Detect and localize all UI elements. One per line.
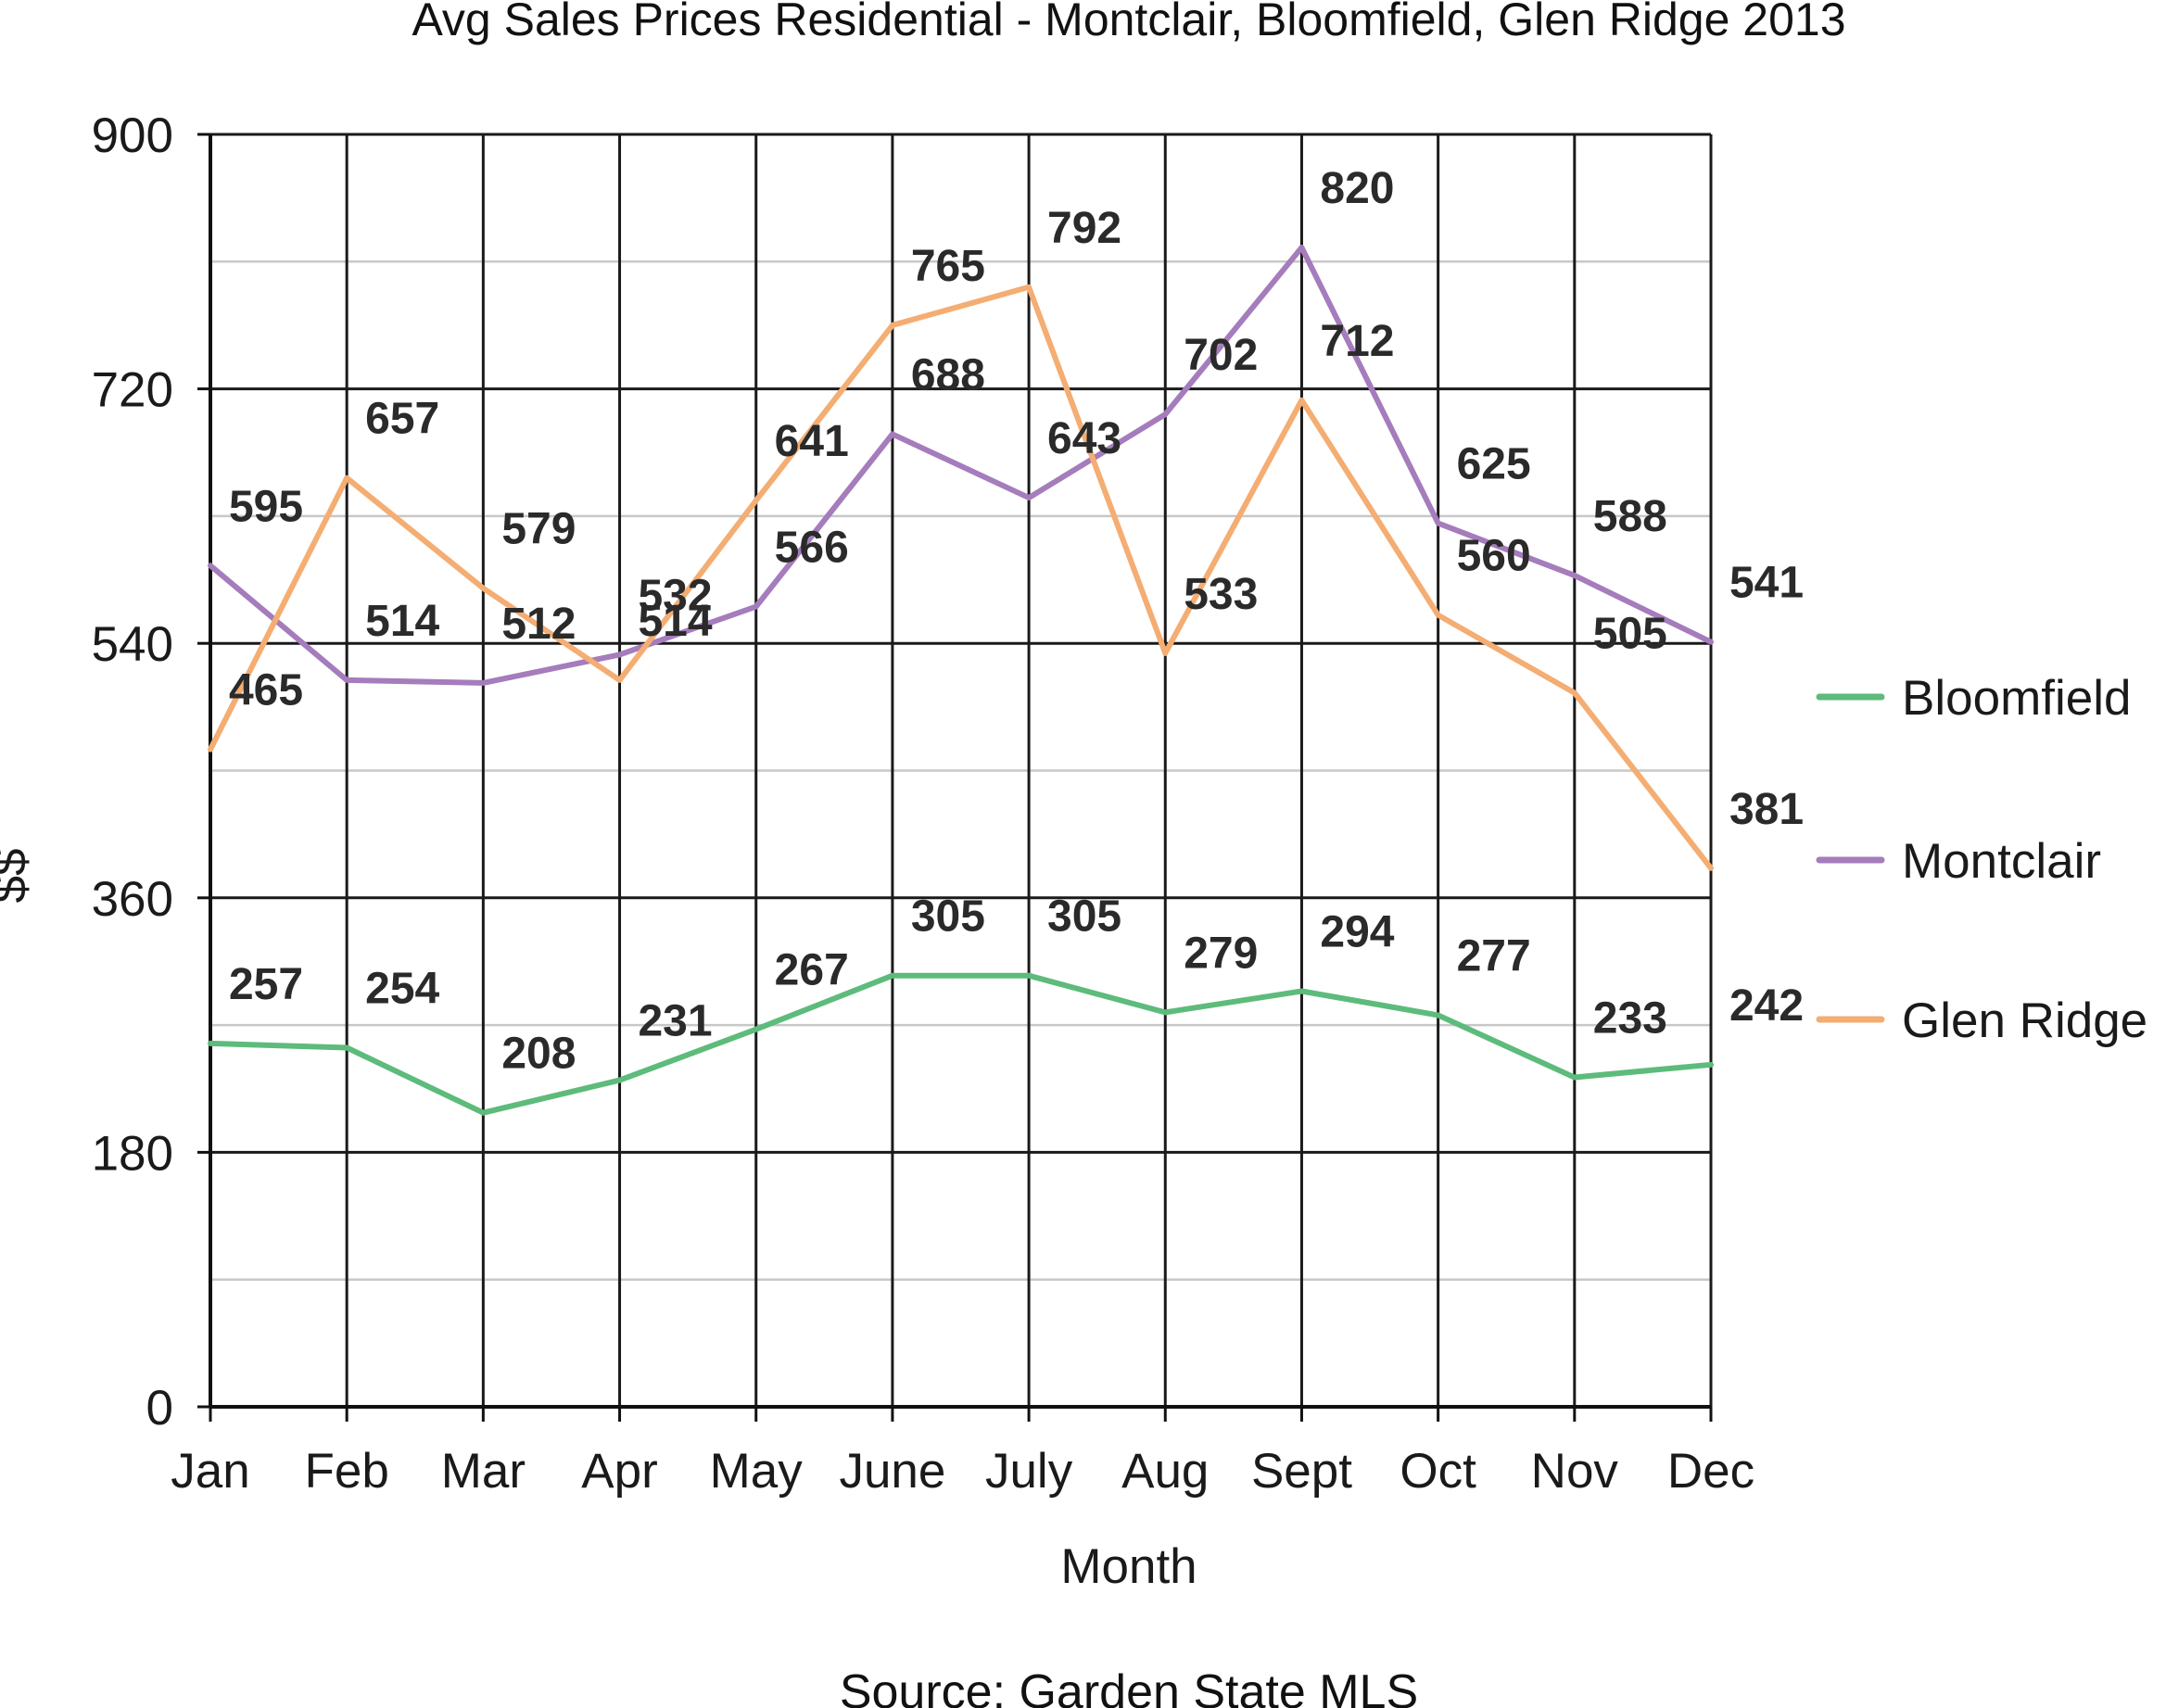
data-label: 625 [1457,440,1531,489]
x-tick-label: July [985,1444,1073,1499]
x-tick-label: Sept [1251,1444,1352,1499]
data-label: 566 [775,524,849,573]
data-label: 267 [775,946,849,995]
data-label: 820 [1320,164,1394,213]
data-label: 641 [775,417,849,466]
data-label: 305 [911,892,985,942]
data-label: 579 [501,505,576,554]
data-label: 505 [1593,610,1667,659]
grid [209,133,1713,1409]
data-label: 643 [1047,414,1121,463]
data-label: 305 [1047,892,1121,942]
legend-label-bloomfield: Bloomfield [1902,671,2131,726]
x-axis-title: Month [1060,1539,1197,1594]
bloomfield-line [208,972,1714,1116]
x-tick-label: Feb [305,1444,389,1499]
legend-label-glen-ridge: Glen Ridge [1902,993,2147,1048]
x-tick-label: Apr [581,1444,657,1499]
x-tick-label: Dec [1667,1444,1754,1499]
data-label: 702 [1184,331,1258,380]
data-labels: 257 254 208 231 267 305 305 279 294 277 233 242 595 5… [229,164,1804,1079]
x-tick-label: Oct [1400,1444,1476,1499]
data-label: 242 [1729,981,1804,1031]
data-label: 532 [638,571,712,620]
data-label: 560 [1457,532,1531,581]
x-tick-label: May [710,1444,804,1499]
legend: Bloomfield Montclair Glen Ridge [1816,671,2147,1048]
x-tick-label: Nov [1531,1444,1619,1499]
data-label: 533 [1184,570,1258,619]
y-tick-label: 0 [146,1381,173,1436]
y-tick-label: 180 [92,1126,173,1181]
y-tick-label: 720 [92,363,173,418]
series-lines [208,245,1714,1116]
x-tick-label: Aug [1121,1444,1209,1499]
chart-title: Avg Sales Prices Residential - Montclair… [412,0,1845,45]
y-tick-label: 360 [92,872,173,927]
data-label: 231 [638,997,712,1046]
data-label: 208 [501,1030,576,1079]
data-label: 279 [1184,929,1258,978]
data-label: 588 [1593,492,1667,541]
axes: 0 180 360 540 720 900 Jan Feb Mar Apr May June July A… [92,108,1755,1499]
data-label: 688 [911,350,985,399]
data-label: 657 [365,395,439,444]
data-label: 514 [638,597,712,646]
y-tick-label: 900 [92,108,173,163]
data-label: 712 [1320,317,1394,366]
data-label: 792 [1047,204,1121,253]
data-label: 465 [229,666,303,715]
y-axis-title: $$ [0,849,37,904]
x-tick-label: Jan [171,1444,249,1499]
data-label: 514 [365,597,439,646]
data-label: 257 [229,960,303,1009]
x-tick-label: Mar [441,1444,526,1499]
data-label: 277 [1457,931,1531,981]
source-note: Source: Garden State MLS [840,1665,1418,1708]
data-label: 254 [365,965,439,1014]
data-label: 765 [911,242,985,291]
x-tick-label: June [839,1444,945,1499]
data-label: 512 [501,600,576,649]
y-tick-label: 540 [92,617,173,672]
data-label: 233 [1593,994,1667,1044]
montclair-line [208,245,1714,686]
data-label: 595 [229,482,303,531]
data-label: 541 [1729,559,1804,608]
glen-ridge-line [208,284,1714,871]
legend-label-montclair: Montclair [1902,834,2101,889]
data-label: 294 [1320,907,1394,956]
data-label: 381 [1729,785,1804,834]
